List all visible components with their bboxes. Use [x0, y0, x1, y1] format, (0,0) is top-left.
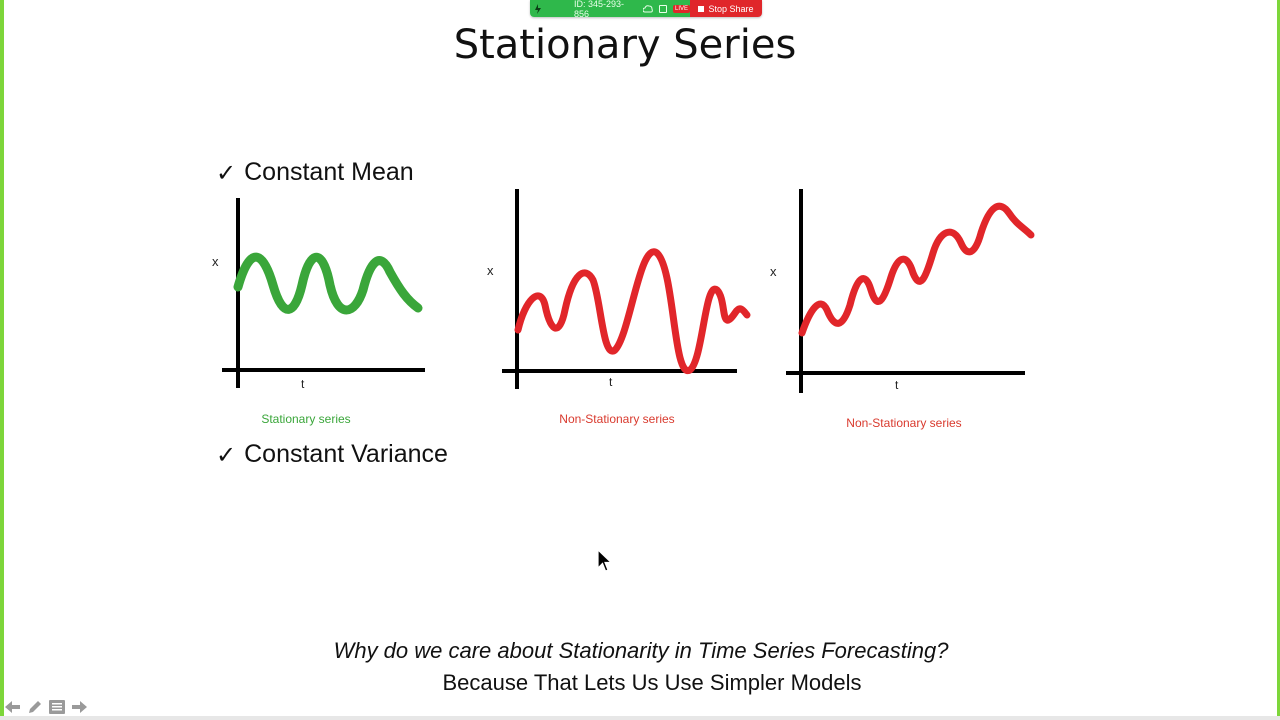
x-axis-label: x: [770, 264, 777, 279]
previous-slide-button[interactable]: [4, 699, 22, 715]
signal-icon: [535, 3, 541, 14]
meeting-id: ID: 345-293-856: [574, 0, 625, 17]
pen-tool-button[interactable]: [26, 699, 44, 715]
pencil-icon: [29, 701, 41, 713]
bullet-constant-variance: ✓ Constant Variance: [216, 440, 448, 469]
slide-title: Stationary Series: [453, 22, 797, 68]
slide-navigation: [4, 699, 88, 715]
arrow-left-icon: [5, 701, 20, 713]
non-stationary-trend-line: [798, 202, 1035, 337]
non-stationary-trend-plot: x t: [770, 189, 1035, 393]
bullet-label: Constant Variance: [244, 440, 448, 468]
bottom-strip: [0, 716, 1280, 720]
non-stationary-caption-2: Non-Stationary series: [846, 416, 962, 430]
stationary-series-plot: x t: [212, 198, 425, 391]
t-axis-label: t: [895, 378, 899, 392]
check-icon: ✓: [216, 440, 237, 469]
slide-menu-button[interactable]: [48, 699, 66, 715]
stop-icon: [698, 5, 705, 12]
screen-share-toolbar: ID: 345-293-856 LIVE Stop Share: [530, 0, 762, 17]
live-badge: LIVE: [673, 4, 691, 13]
non-stationary-variance-line: [514, 248, 751, 374]
lock-icon: [659, 4, 667, 13]
check-icon: ✓: [216, 158, 237, 187]
t-axis-label: t: [609, 375, 613, 389]
window-frame-left: [0, 0, 4, 720]
slide-answer: Because That Lets Us Use Simpler Models: [442, 670, 862, 695]
non-stationary-variance-plot: x t: [487, 189, 751, 389]
stationary-caption: Stationary series: [261, 412, 351, 426]
next-slide-button[interactable]: [70, 699, 88, 715]
bullet-constant-mean: ✓ Constant Mean: [216, 158, 414, 187]
meeting-info[interactable]: ID: 345-293-856 LIVE: [530, 0, 691, 17]
x-axis-label: x: [487, 263, 494, 278]
bullet-label: Constant Mean: [244, 158, 414, 186]
arrow-right-icon: [72, 701, 87, 713]
x-axis-label: x: [212, 254, 219, 269]
stop-share-label: Stop Share: [708, 3, 754, 14]
mouse-pointer-icon: [597, 549, 613, 572]
stationary-series-line: [233, 252, 423, 315]
stop-share-button[interactable]: Stop Share: [690, 0, 762, 17]
slide-question: Why do we care about Stationarity in Tim…: [333, 638, 949, 663]
t-axis-label: t: [301, 377, 305, 391]
menu-icon: [49, 700, 65, 714]
cloud-icon: [643, 4, 653, 12]
non-stationary-caption-1: Non-Stationary series: [559, 412, 675, 426]
window-frame-right: [1277, 0, 1280, 720]
